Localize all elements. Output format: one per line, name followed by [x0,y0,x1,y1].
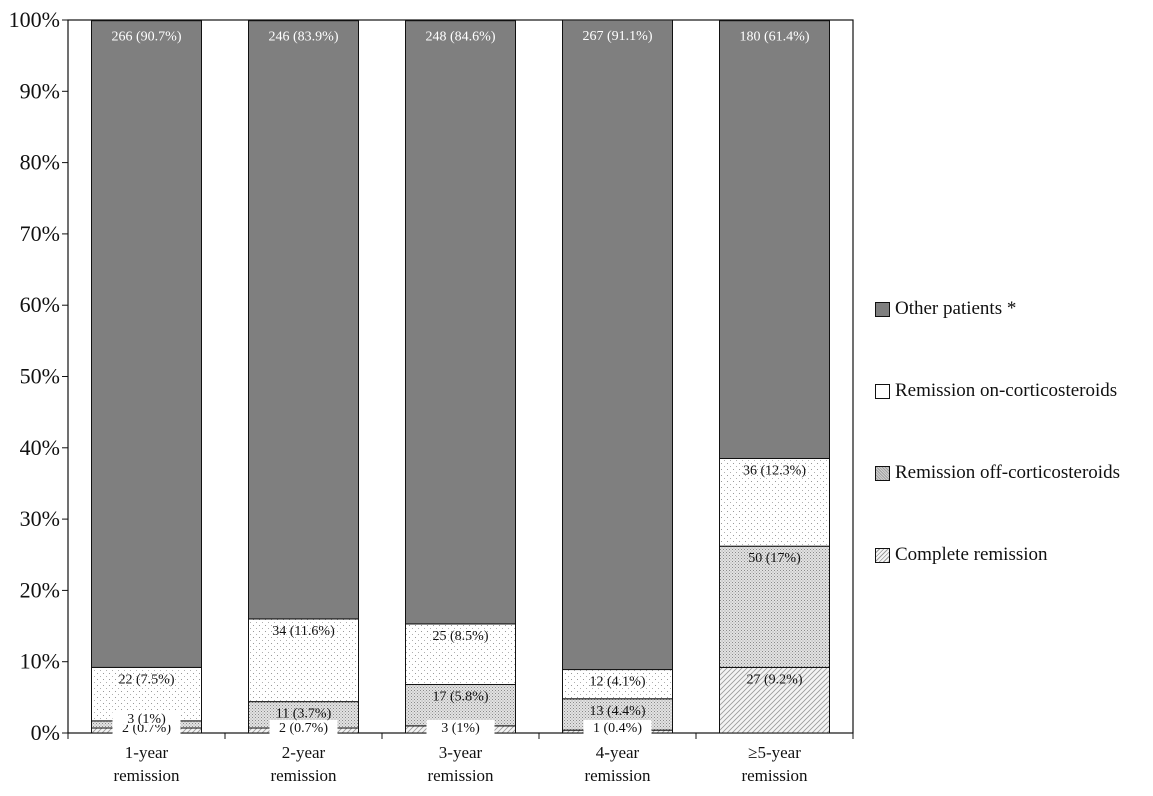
bar-segment [719,20,830,459]
legend-swatch [875,383,890,399]
legend-item: Remission off-corticosteroids [875,432,1150,514]
x-tick-label: remission [427,766,494,785]
legend-swatch [875,301,890,317]
y-tick-label: 50% [20,364,60,389]
data-label: 50 (17%) [748,551,801,566]
bar-segment [562,19,673,671]
y-tick-label: 40% [20,435,60,460]
bar-segment [91,20,202,668]
x-tick-label: ≥5-year [748,743,801,762]
data-label: 22 (7.5%) [119,672,175,687]
data-label: 27 (9.2%) [747,672,803,687]
y-tick-label: 60% [20,292,60,317]
x-tick-label: remission [270,766,337,785]
bar-segment [719,457,830,547]
y-tick-label: 100% [9,7,60,32]
y-tick-label: 0% [31,720,60,745]
legend-item: Other patients * [875,268,1150,350]
legend-item: Remission on-corticosteroids [875,350,1150,432]
legend-label: Complete remission [895,544,1048,565]
data-label-bg [583,720,652,734]
data-label: 34 (11.6%) [272,624,335,639]
plot-area: 0% 10% 20% 30% 40% 50% 60% 70% 80% 90% 100% 1-year r… [9,7,854,785]
data-label: 12 (4.1%) [590,675,646,690]
x-tick-label: remission [741,766,808,785]
data-label: 267 (91.1%) [583,29,653,44]
y-tick-label: 20% [20,577,60,602]
bar-segment [405,623,516,686]
x-tick-label: remission [584,766,651,785]
bar-segment [405,20,516,625]
bar-segment [248,618,359,703]
y-tick-label: 90% [20,78,60,103]
data-label: 3 (1%) [441,721,480,736]
data-label: 36 (12.3%) [743,463,806,478]
data-label: 2 (0.7%) [279,721,328,736]
bar-segment [405,684,516,727]
bar-segment [248,20,359,620]
data-label-bg [112,710,181,725]
y-tick-label: 10% [20,649,60,674]
data-label: 246 (83.9%) [269,30,339,45]
legend-label: Remission on-corticosteroids [895,380,1118,401]
bar-segment [562,669,673,700]
x-tick-label: 2-year [282,743,326,762]
data-label: 17 (5.8%) [433,690,489,705]
x-tick-label: 1-year [125,743,169,762]
data-label: 180 (61.4%) [740,30,810,45]
data-label: 266 (90.7%) [112,30,182,45]
legend: Other patients * Remission on-corticoster… [875,268,1150,596]
legend-swatch [875,547,890,563]
data-label: 11 (3.7%) [276,707,332,722]
y-tick-label: 30% [20,506,60,531]
y-tick-label: 70% [20,221,60,246]
legend-item: Complete remission [875,514,1150,596]
data-label-bg [269,720,338,734]
legend-label: Other patients * [895,298,1017,319]
data-label-bg [426,720,495,734]
data-label: 248 (84.6%) [426,30,496,45]
y-tick-label: 80% [20,150,60,175]
legend-swatch [875,465,890,481]
data-label: 3 (1%) [127,712,166,727]
x-tick-label: 3-year [439,743,483,762]
data-label: 25 (8.5%) [433,629,489,644]
bar-segment [719,545,830,668]
data-label: 13 (4.4%) [590,704,646,719]
data-label: 1 (0.4%) [593,721,642,736]
bar-segment [719,666,830,734]
legend-label: Remission off-corticosteroids [895,462,1120,483]
x-tick-label: remission [113,766,180,785]
x-tick-label: 4-year [596,743,640,762]
